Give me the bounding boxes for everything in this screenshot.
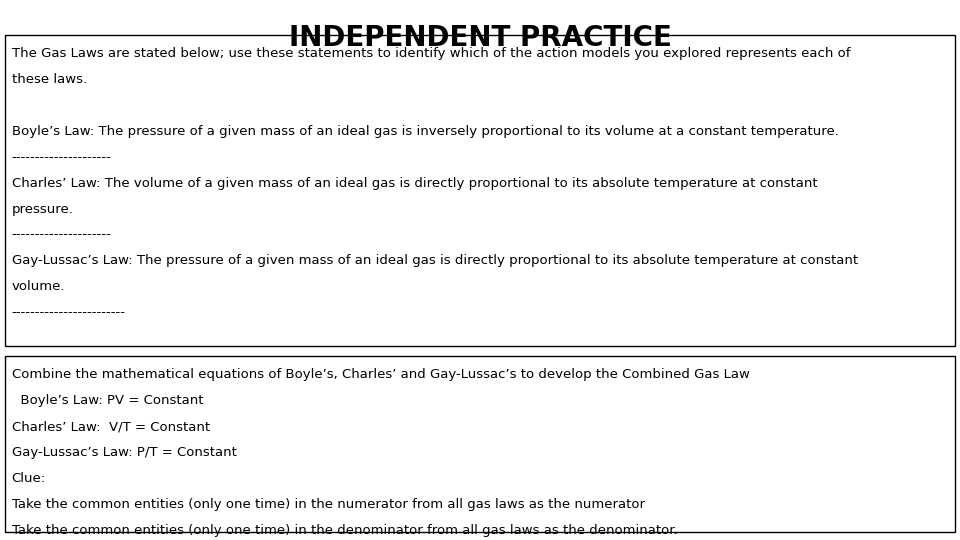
Text: Gay-Lussac’s Law: The pressure of a given mass of an ideal gas is directly propo: Gay-Lussac’s Law: The pressure of a give… [12, 254, 857, 267]
Text: Boyle’s Law: PV = Constant: Boyle’s Law: PV = Constant [12, 394, 203, 407]
Text: ---------------------: --------------------- [12, 151, 111, 164]
Text: Charles’ Law: The volume of a given mass of an ideal gas is directly proportiona: Charles’ Law: The volume of a given mass… [12, 177, 817, 190]
Text: ------------------------: ------------------------ [12, 306, 126, 319]
Text: Clue:: Clue: [12, 472, 46, 485]
Text: Take the common entities (only one time) in the denominator from all gas laws as: Take the common entities (only one time)… [12, 524, 677, 537]
Text: INDEPENDENT PRACTICE: INDEPENDENT PRACTICE [289, 24, 671, 52]
Text: volume.: volume. [12, 280, 65, 293]
Text: ---------------------: --------------------- [12, 228, 111, 241]
Text: Take the common entities (only one time) in the numerator from all gas laws as t: Take the common entities (only one time)… [12, 498, 644, 511]
Text: Boyle’s Law: The pressure of a given mass of an ideal gas is inversely proportio: Boyle’s Law: The pressure of a given mas… [12, 125, 838, 138]
Text: Combine the mathematical equations of Boyle’s, Charles’ and Gay-Lussac’s to deve: Combine the mathematical equations of Bo… [12, 368, 750, 381]
Bar [5, 35, 955, 346]
Text: pressure.: pressure. [12, 202, 73, 215]
Bar [5, 356, 955, 532]
Text: Gay-Lussac’s Law: P/T = Constant: Gay-Lussac’s Law: P/T = Constant [12, 446, 236, 459]
Text: these laws.: these laws. [12, 73, 86, 86]
Text: The Gas Laws are stated below; use these statements to identify which of the act: The Gas Laws are stated below; use these… [12, 47, 850, 60]
Text: Charles’ Law:  V/T = Constant: Charles’ Law: V/T = Constant [12, 420, 209, 433]
